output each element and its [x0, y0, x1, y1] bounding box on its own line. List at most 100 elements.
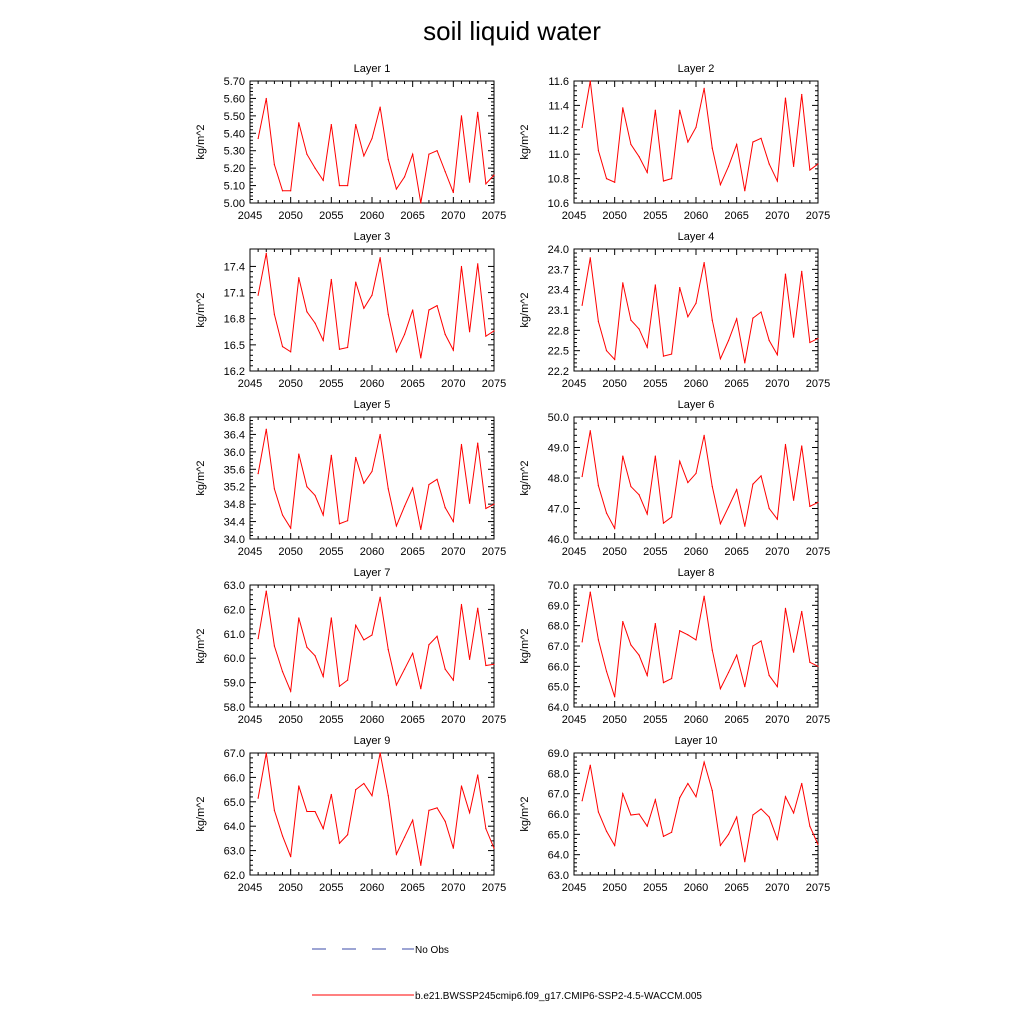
- y-tick-label: 10.8: [548, 174, 569, 186]
- x-tick-label: 2045: [238, 378, 262, 390]
- y-tick-label: 65.0: [224, 797, 245, 809]
- data-point: [290, 351, 292, 353]
- data-point: [322, 675, 324, 678]
- x-tick-label: 2070: [765, 714, 789, 726]
- figure-title: soil liquid water: [423, 16, 601, 46]
- data-point: [760, 137, 762, 139]
- data-point: [363, 482, 365, 484]
- data-point: [290, 690, 292, 692]
- data-point: [387, 313, 389, 315]
- y-tick-label: 22.5: [548, 346, 569, 358]
- data-point: [420, 202, 422, 204]
- data-point: [485, 507, 487, 510]
- data-point: [412, 153, 414, 155]
- y-axis-label: kg/m^2: [519, 124, 531, 159]
- x-tick-label: 2045: [562, 378, 586, 390]
- data-point: [347, 346, 349, 349]
- y-tick-label: 34.0: [224, 534, 245, 546]
- plot-frame: [573, 80, 819, 204]
- x-tick-label: 2055: [643, 210, 667, 222]
- data-point: [597, 639, 600, 641]
- panel-title: Layer 6: [678, 399, 715, 411]
- plot-frame: [573, 416, 819, 540]
- panel-layer-2: Layer 2 kg/m^2 2045 2050 2055 2060 2065 2070 207…: [519, 63, 830, 222]
- data-point: [687, 481, 689, 484]
- series-line: [581, 257, 819, 363]
- y-tick-label: 35.6: [224, 464, 245, 476]
- y-tick-label: 62.0: [224, 604, 245, 616]
- y-tick-label: 58.0: [224, 702, 245, 714]
- panel-title: Layer 9: [354, 735, 391, 747]
- x-tick-label: 2060: [360, 210, 384, 222]
- data-point: [257, 797, 259, 799]
- x-tick-label: 2045: [562, 714, 586, 726]
- series-line: [581, 430, 819, 530]
- data-point: [485, 335, 487, 337]
- data-point: [630, 814, 632, 816]
- data-point: [347, 679, 349, 681]
- data-point: [395, 351, 397, 353]
- data-point: [477, 111, 479, 113]
- data-point: [768, 339, 770, 342]
- data-point: [809, 661, 811, 663]
- data-point: [379, 596, 381, 598]
- x-tick-label: 2060: [360, 378, 384, 390]
- y-tick-label: 63.0: [224, 580, 245, 592]
- x-tick-label: 2045: [562, 882, 586, 894]
- data-point: [469, 658, 471, 661]
- data-point: [371, 470, 373, 473]
- y-tick-label: 11.6: [548, 76, 569, 88]
- data-point: [736, 654, 738, 656]
- data-point: [306, 646, 308, 648]
- y-tick-label: 48.0: [548, 473, 569, 485]
- data-point: [298, 277, 300, 279]
- y-tick-label: 5.10: [224, 181, 245, 193]
- data-point: [671, 353, 673, 355]
- data-point: [477, 774, 479, 776]
- data-point: [395, 853, 397, 855]
- series-line: [581, 760, 819, 862]
- data-point: [298, 453, 300, 455]
- x-tick-label: 2065: [724, 210, 748, 222]
- y-tick-label: 23.1: [548, 305, 569, 317]
- data-point: [452, 847, 454, 849]
- data-point: [485, 664, 487, 667]
- data-point: [719, 184, 722, 186]
- x-tick-label: 2070: [441, 882, 465, 894]
- data-point: [265, 252, 267, 254]
- data-point: [736, 318, 738, 320]
- data-point: [444, 507, 446, 509]
- x-tick-label: 2075: [482, 546, 506, 558]
- data-point: [622, 455, 624, 457]
- data-point: [581, 126, 583, 128]
- data-point: [671, 677, 673, 680]
- data-point: [281, 190, 284, 192]
- data-point: [493, 330, 495, 332]
- data-point: [597, 320, 600, 323]
- data-point: [257, 473, 259, 475]
- y-axis-label: kg/m^2: [195, 292, 207, 327]
- y-tick-label: 5.60: [224, 93, 245, 105]
- plot-frame: [249, 584, 495, 708]
- data-point: [371, 137, 373, 140]
- series-line: [581, 80, 819, 191]
- data-point: [776, 180, 778, 182]
- data-point: [589, 764, 591, 766]
- data-point: [290, 856, 292, 858]
- y-axis-label: kg/m^2: [519, 796, 531, 831]
- data-point: [322, 828, 324, 830]
- data-point: [760, 640, 762, 642]
- x-tick-label: 2070: [765, 210, 789, 222]
- series-line: [257, 429, 495, 530]
- data-point: [776, 838, 778, 841]
- data-point: [485, 828, 487, 830]
- y-tick-label: 60.0: [224, 653, 245, 665]
- data-point: [371, 634, 373, 636]
- data-point: [469, 502, 471, 504]
- y-tick-label: 5.40: [224, 128, 245, 140]
- y-axis-label: kg/m^2: [519, 460, 531, 495]
- data-point: [727, 165, 730, 167]
- x-tick-label: 2055: [319, 714, 343, 726]
- data-point: [703, 434, 705, 436]
